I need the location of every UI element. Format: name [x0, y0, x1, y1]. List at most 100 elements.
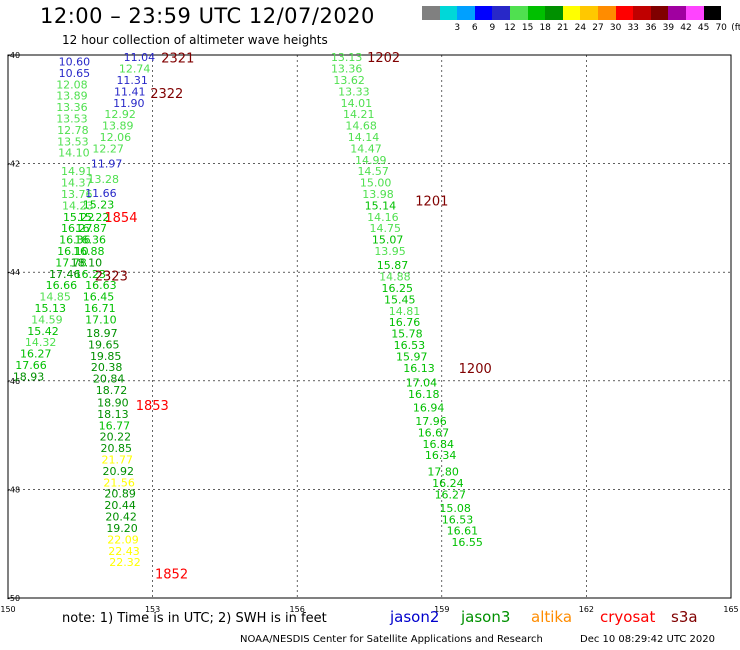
- wave-height-value: 15.00: [360, 177, 392, 190]
- legend-label: 33: [627, 23, 639, 33]
- wave-height-value: 16.87: [75, 222, 107, 235]
- wave-height-value: 20.38: [91, 361, 123, 374]
- satellite-name-cryosat: cryosat: [600, 608, 656, 626]
- satellite-name-altika: altika: [531, 608, 573, 626]
- wave-height-value: 11.97: [91, 158, 123, 171]
- wave-height-value: 16.36: [59, 234, 90, 247]
- wave-height-value: 13.53: [57, 135, 89, 148]
- wave-height-value: 19.65: [88, 338, 120, 351]
- wave-height-value: 15.42: [27, 325, 58, 338]
- wave-height-value: 16.55: [451, 536, 483, 549]
- wave-height-value: 20.42: [105, 511, 137, 524]
- wave-height-value: 16.88: [73, 245, 105, 258]
- wave-height-value: 16.27: [61, 222, 93, 235]
- pass-time-label: 1853: [136, 399, 169, 414]
- latitude-tick-label: -48: [7, 485, 20, 494]
- wave-height-value: 14.37: [61, 177, 93, 190]
- wave-height-value: 16.84: [423, 438, 455, 451]
- wave-height-value: 14.85: [39, 291, 71, 304]
- longitude-tick-label: 150: [0, 605, 15, 614]
- legend-swatch: [668, 6, 686, 20]
- wave-height-value: 14.32: [25, 336, 57, 349]
- page-title: 12:00 – 23:59 UTC 12/07/2020: [40, 4, 375, 28]
- legend-swatch: [422, 6, 440, 20]
- wave-height-value: 16.66: [46, 279, 78, 292]
- legend-label: 12: [504, 23, 516, 33]
- wave-height-value: 22.32: [109, 556, 141, 569]
- wave-height-value: 20.92: [102, 465, 134, 478]
- legend-label: 45: [697, 23, 710, 33]
- legend-label: 30: [609, 23, 622, 33]
- legend-label: 24: [574, 23, 587, 33]
- wave-height-value: 13.62: [333, 74, 365, 87]
- wave-height-value: 13.53: [56, 113, 87, 126]
- satellite-name-s3a: s3a: [671, 608, 698, 626]
- wave-height-value: 15.08: [439, 502, 471, 515]
- legend-swatch: [492, 6, 510, 20]
- wave-height-value: 12.08: [56, 78, 87, 91]
- wave-height-value: 14.10: [58, 147, 90, 160]
- wave-height-value: 15.97: [396, 350, 428, 363]
- legend-label: 18: [539, 23, 551, 33]
- wave-height-value: 14.88: [379, 271, 411, 284]
- wave-height-value: 15.22: [63, 211, 95, 224]
- wave-height-value: 17.80: [427, 465, 459, 478]
- wave-height-value: 15.14: [365, 199, 397, 212]
- wave-height-value: 14.21: [343, 108, 375, 121]
- legend-label: 15: [521, 23, 534, 33]
- wave-height-value: 14.14: [348, 131, 380, 144]
- wave-height-value: 13.95: [374, 245, 406, 258]
- pass-time-label: 1854: [104, 211, 137, 226]
- wave-height-value: 15.22: [78, 211, 110, 224]
- wave-height-value: 12.74: [119, 63, 151, 76]
- footnote: note: 1) Time is in UTC; 2) SWH is in fe…: [62, 611, 327, 626]
- legend-swatch: [474, 6, 493, 20]
- wave-height-value: 11.41: [114, 85, 146, 98]
- pass-time-label: 2322: [150, 87, 183, 102]
- wave-height-value: 14.81: [389, 305, 421, 318]
- wave-height-value: 20.85: [101, 442, 133, 455]
- wave-height-value: 18.93: [13, 370, 45, 383]
- legend-label: 70: [715, 23, 727, 33]
- wave-height-value: 15.87: [377, 259, 409, 272]
- satellite-name-jason3: jason3: [461, 608, 511, 626]
- legend-label: 9: [489, 23, 496, 33]
- wave-height-value: 16.27: [20, 348, 52, 361]
- wave-height-value: 14.75: [370, 222, 402, 235]
- wave-height-value: 17.46: [49, 268, 81, 281]
- legend-swatch: [457, 6, 475, 20]
- latitude-tick-label: -44: [7, 268, 20, 277]
- wave-height-value: 19.85: [90, 350, 122, 363]
- longitude-tick-label: 162: [579, 605, 594, 614]
- legend-swatch: [545, 6, 563, 20]
- wave-height-value: 14.47: [350, 142, 382, 155]
- wave-height-value: 13.13: [331, 51, 363, 64]
- wave-height-value: 16.18: [408, 388, 440, 401]
- legend-label: 42: [680, 23, 692, 33]
- wave-height-value: 22.09: [107, 533, 138, 546]
- wave-height-value: 15.13: [35, 302, 66, 315]
- wave-height-value: 16.71: [84, 302, 116, 315]
- legend-label: 21: [557, 23, 569, 33]
- wave-height-value: 11.90: [113, 97, 144, 110]
- wave-height-value: 16.53: [394, 339, 426, 352]
- legend-swatch: [527, 6, 546, 20]
- wave-height-value: 16.61: [447, 525, 479, 538]
- wave-height-value: 18.72: [96, 384, 128, 397]
- wave-height-value: 15.45: [384, 293, 416, 306]
- wave-height-value: 16.23: [75, 268, 107, 281]
- wave-height-value: 13.89: [56, 90, 87, 103]
- legend-swatch: [439, 6, 458, 20]
- pass-time-label: 2321: [161, 52, 194, 67]
- longitude-tick-label: 153: [145, 605, 160, 614]
- wave-height-value: 16.27: [435, 488, 467, 501]
- wave-height-value: 15.78: [391, 328, 423, 341]
- wave-height-value: 13.36: [56, 101, 87, 114]
- wave-height-value: 11.04: [124, 51, 155, 64]
- legend-swatch: [562, 6, 581, 20]
- wave-height-value: 20.84: [93, 373, 125, 386]
- legend-label: 6: [471, 23, 478, 33]
- wave-height-value: 16.13: [403, 362, 435, 375]
- legend-label: 39: [662, 23, 675, 33]
